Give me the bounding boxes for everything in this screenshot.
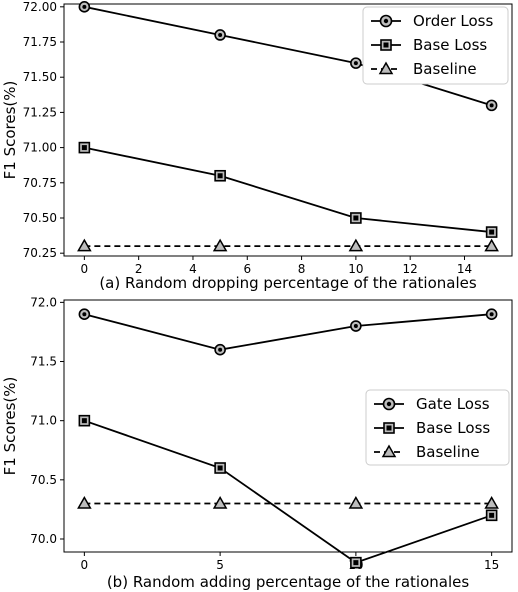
- legend: Gate Loss Base Loss Baseline: [365, 389, 510, 466]
- y-tick-label: 70.75: [23, 176, 57, 190]
- legend-label: Base Loss: [416, 419, 490, 437]
- data-point-core: [489, 229, 495, 235]
- data-point: [484, 495, 499, 509]
- data-point-core: [81, 145, 87, 151]
- data-point-core: [353, 61, 358, 66]
- data-point: [212, 495, 228, 509]
- y-tick-label: 70.25: [23, 246, 57, 260]
- series-baseline: [77, 495, 499, 509]
- y-axis-label: F1 Scores(%): [1, 81, 19, 180]
- y-tick-label: 71.75: [23, 35, 57, 49]
- data-point-core: [218, 347, 223, 352]
- x-axis-label: (b) Random adding percentage of the rati…: [107, 573, 470, 591]
- y-tick-label: 71.50: [23, 70, 57, 84]
- panel-a: 70.25 70.50 70.75 71.00 71.25 71.50 71.75 72.00…: [1, 0, 513, 292]
- data-point-core: [217, 173, 223, 179]
- plot-frame: [63, 3, 513, 257]
- plot-frame: [63, 299, 513, 553]
- series-base-loss: [78, 141, 498, 238]
- legend-marker: [381, 444, 397, 458]
- legend-box: [365, 389, 510, 466]
- legend: Order Loss Base Loss Baseline: [362, 6, 509, 85]
- legend-label: Order Loss: [413, 12, 493, 30]
- data-point-core: [353, 560, 359, 566]
- data-point-core: [81, 418, 87, 424]
- x-tick-label: 14: [457, 262, 472, 276]
- x-tick-label: 10: [348, 262, 363, 276]
- series-gate-loss: [78, 308, 498, 356]
- data-point-core: [217, 465, 223, 471]
- data-point-core: [489, 312, 494, 317]
- legend-marker-core: [383, 42, 389, 48]
- y-tick-label: 70.50: [23, 211, 57, 225]
- data-point: [212, 238, 228, 252]
- series-line: [84, 146, 492, 233]
- x-tick-label: 15: [484, 558, 499, 572]
- legend-marker-core: [386, 425, 392, 431]
- x-tick-label: 4: [189, 262, 197, 276]
- data-point: [348, 495, 364, 509]
- y-tick-label: 70.5: [30, 473, 57, 487]
- x-tick-label: 8: [298, 262, 306, 276]
- data-point-core: [353, 324, 358, 329]
- legend-label: Gate Loss: [416, 395, 490, 413]
- series-line: [84, 419, 492, 564]
- y-tick-label: 70.0: [30, 532, 57, 546]
- legend-label: Baseline: [416, 443, 480, 461]
- x-tick-label: 5: [216, 558, 224, 572]
- x-tick-label: 2: [135, 262, 143, 276]
- series-base-loss: [78, 414, 498, 569]
- data-point-core: [353, 215, 359, 221]
- panel-b: 70.070.571.071.572.0051015(b) Random add…: [1, 295, 513, 591]
- legend-label: Base Loss: [413, 36, 487, 54]
- data-point: [77, 238, 92, 252]
- series-baseline: [77, 238, 499, 252]
- y-tick-label: 71.25: [23, 105, 57, 119]
- y-tick-label: 72.00: [23, 0, 57, 14]
- y-tick-label: 72.0: [30, 295, 57, 309]
- y-tick-label: 71.00: [23, 141, 57, 155]
- y-tick-label: 71.0: [30, 414, 57, 428]
- legend-marker-core: [386, 401, 392, 407]
- x-tick-label: 0: [81, 262, 89, 276]
- data-point-core: [489, 512, 495, 518]
- legend-marker-core: [383, 18, 389, 24]
- legend-marker: [378, 61, 394, 75]
- y-tick-label: 71.5: [30, 355, 57, 369]
- y-axis-label: F1 Scores(%): [1, 377, 19, 476]
- x-axis-label: (a) Random dropping percentage of the ra…: [99, 274, 477, 292]
- data-point: [348, 238, 364, 252]
- data-point-core: [82, 312, 87, 317]
- x-tick-label: 6: [243, 262, 251, 276]
- data-point-core: [218, 32, 223, 37]
- data-point-core: [489, 103, 494, 108]
- x-tick-label: 12: [403, 262, 418, 276]
- data-point: [484, 238, 499, 252]
- legend-label: Baseline: [413, 60, 477, 78]
- data-point: [77, 495, 92, 509]
- x-tick-label: 0: [81, 558, 89, 572]
- legend-box: [362, 6, 509, 85]
- data-point-core: [82, 4, 87, 9]
- series-line: [84, 313, 492, 351]
